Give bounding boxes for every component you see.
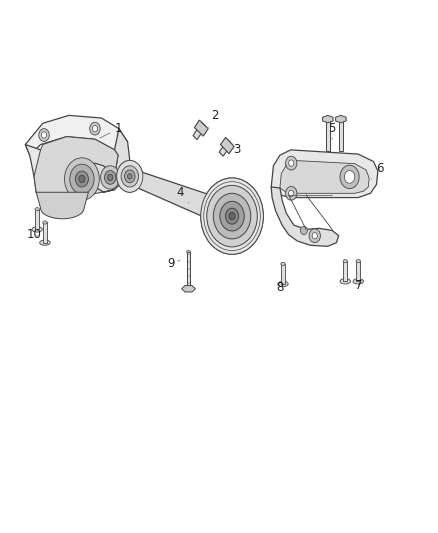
- Circle shape: [105, 171, 116, 184]
- Text: 2: 2: [207, 109, 219, 129]
- Text: 8: 8: [276, 278, 284, 294]
- Text: 1: 1: [99, 122, 123, 138]
- Circle shape: [127, 174, 132, 179]
- Polygon shape: [336, 115, 346, 123]
- Circle shape: [229, 213, 235, 220]
- Polygon shape: [322, 115, 333, 123]
- Ellipse shape: [43, 221, 47, 224]
- Circle shape: [312, 232, 318, 239]
- Polygon shape: [34, 136, 118, 208]
- Circle shape: [117, 160, 143, 192]
- Circle shape: [117, 160, 143, 192]
- Text: 5: 5: [328, 122, 336, 139]
- Ellipse shape: [343, 260, 347, 263]
- Polygon shape: [88, 128, 130, 192]
- Circle shape: [201, 178, 263, 254]
- Circle shape: [124, 170, 135, 183]
- Bar: [339, 119, 343, 151]
- Text: 6: 6: [371, 162, 384, 179]
- Polygon shape: [271, 150, 378, 198]
- Circle shape: [226, 208, 239, 224]
- Circle shape: [207, 185, 257, 247]
- Ellipse shape: [35, 208, 39, 211]
- Polygon shape: [194, 120, 208, 136]
- Circle shape: [289, 160, 294, 166]
- Circle shape: [286, 187, 297, 200]
- Circle shape: [124, 170, 135, 183]
- Ellipse shape: [340, 279, 350, 284]
- Circle shape: [213, 193, 251, 239]
- Polygon shape: [36, 192, 88, 219]
- Circle shape: [286, 156, 297, 170]
- Polygon shape: [193, 123, 206, 140]
- Circle shape: [75, 171, 88, 187]
- Polygon shape: [271, 187, 339, 246]
- Circle shape: [70, 164, 94, 194]
- Circle shape: [289, 190, 294, 197]
- Ellipse shape: [40, 240, 50, 245]
- Circle shape: [213, 193, 251, 239]
- Circle shape: [226, 208, 239, 224]
- Text: 3: 3: [228, 143, 240, 158]
- Circle shape: [39, 128, 49, 141]
- Ellipse shape: [281, 262, 285, 265]
- Polygon shape: [25, 115, 127, 155]
- Bar: [281, 264, 285, 284]
- Bar: [356, 261, 360, 281]
- Polygon shape: [280, 160, 369, 193]
- Text: 7: 7: [350, 278, 362, 292]
- Bar: [325, 119, 330, 151]
- Circle shape: [64, 158, 99, 200]
- Circle shape: [121, 166, 138, 187]
- Circle shape: [340, 165, 359, 189]
- Bar: [187, 252, 191, 286]
- Ellipse shape: [187, 251, 191, 253]
- Polygon shape: [127, 167, 236, 231]
- Ellipse shape: [32, 227, 42, 232]
- Text: 4: 4: [176, 186, 188, 203]
- Bar: [35, 209, 39, 229]
- Circle shape: [121, 166, 138, 187]
- Circle shape: [229, 213, 235, 220]
- Circle shape: [90, 122, 100, 135]
- Circle shape: [207, 185, 257, 247]
- Circle shape: [300, 226, 307, 235]
- Circle shape: [42, 132, 47, 138]
- Polygon shape: [25, 144, 75, 208]
- Text: 9: 9: [167, 257, 180, 270]
- Circle shape: [344, 171, 355, 183]
- Bar: [43, 222, 47, 243]
- Polygon shape: [219, 140, 232, 156]
- Circle shape: [220, 201, 244, 231]
- Bar: [343, 261, 347, 281]
- Text: 10: 10: [27, 228, 42, 241]
- Polygon shape: [182, 286, 195, 292]
- Circle shape: [101, 166, 120, 189]
- Circle shape: [309, 229, 321, 243]
- Circle shape: [108, 174, 113, 181]
- Circle shape: [127, 174, 132, 179]
- Circle shape: [79, 175, 85, 183]
- Ellipse shape: [353, 279, 364, 284]
- Circle shape: [201, 178, 263, 254]
- Polygon shape: [220, 138, 234, 154]
- Circle shape: [92, 125, 98, 132]
- Circle shape: [220, 201, 244, 231]
- Ellipse shape: [278, 281, 288, 287]
- Ellipse shape: [356, 260, 360, 263]
